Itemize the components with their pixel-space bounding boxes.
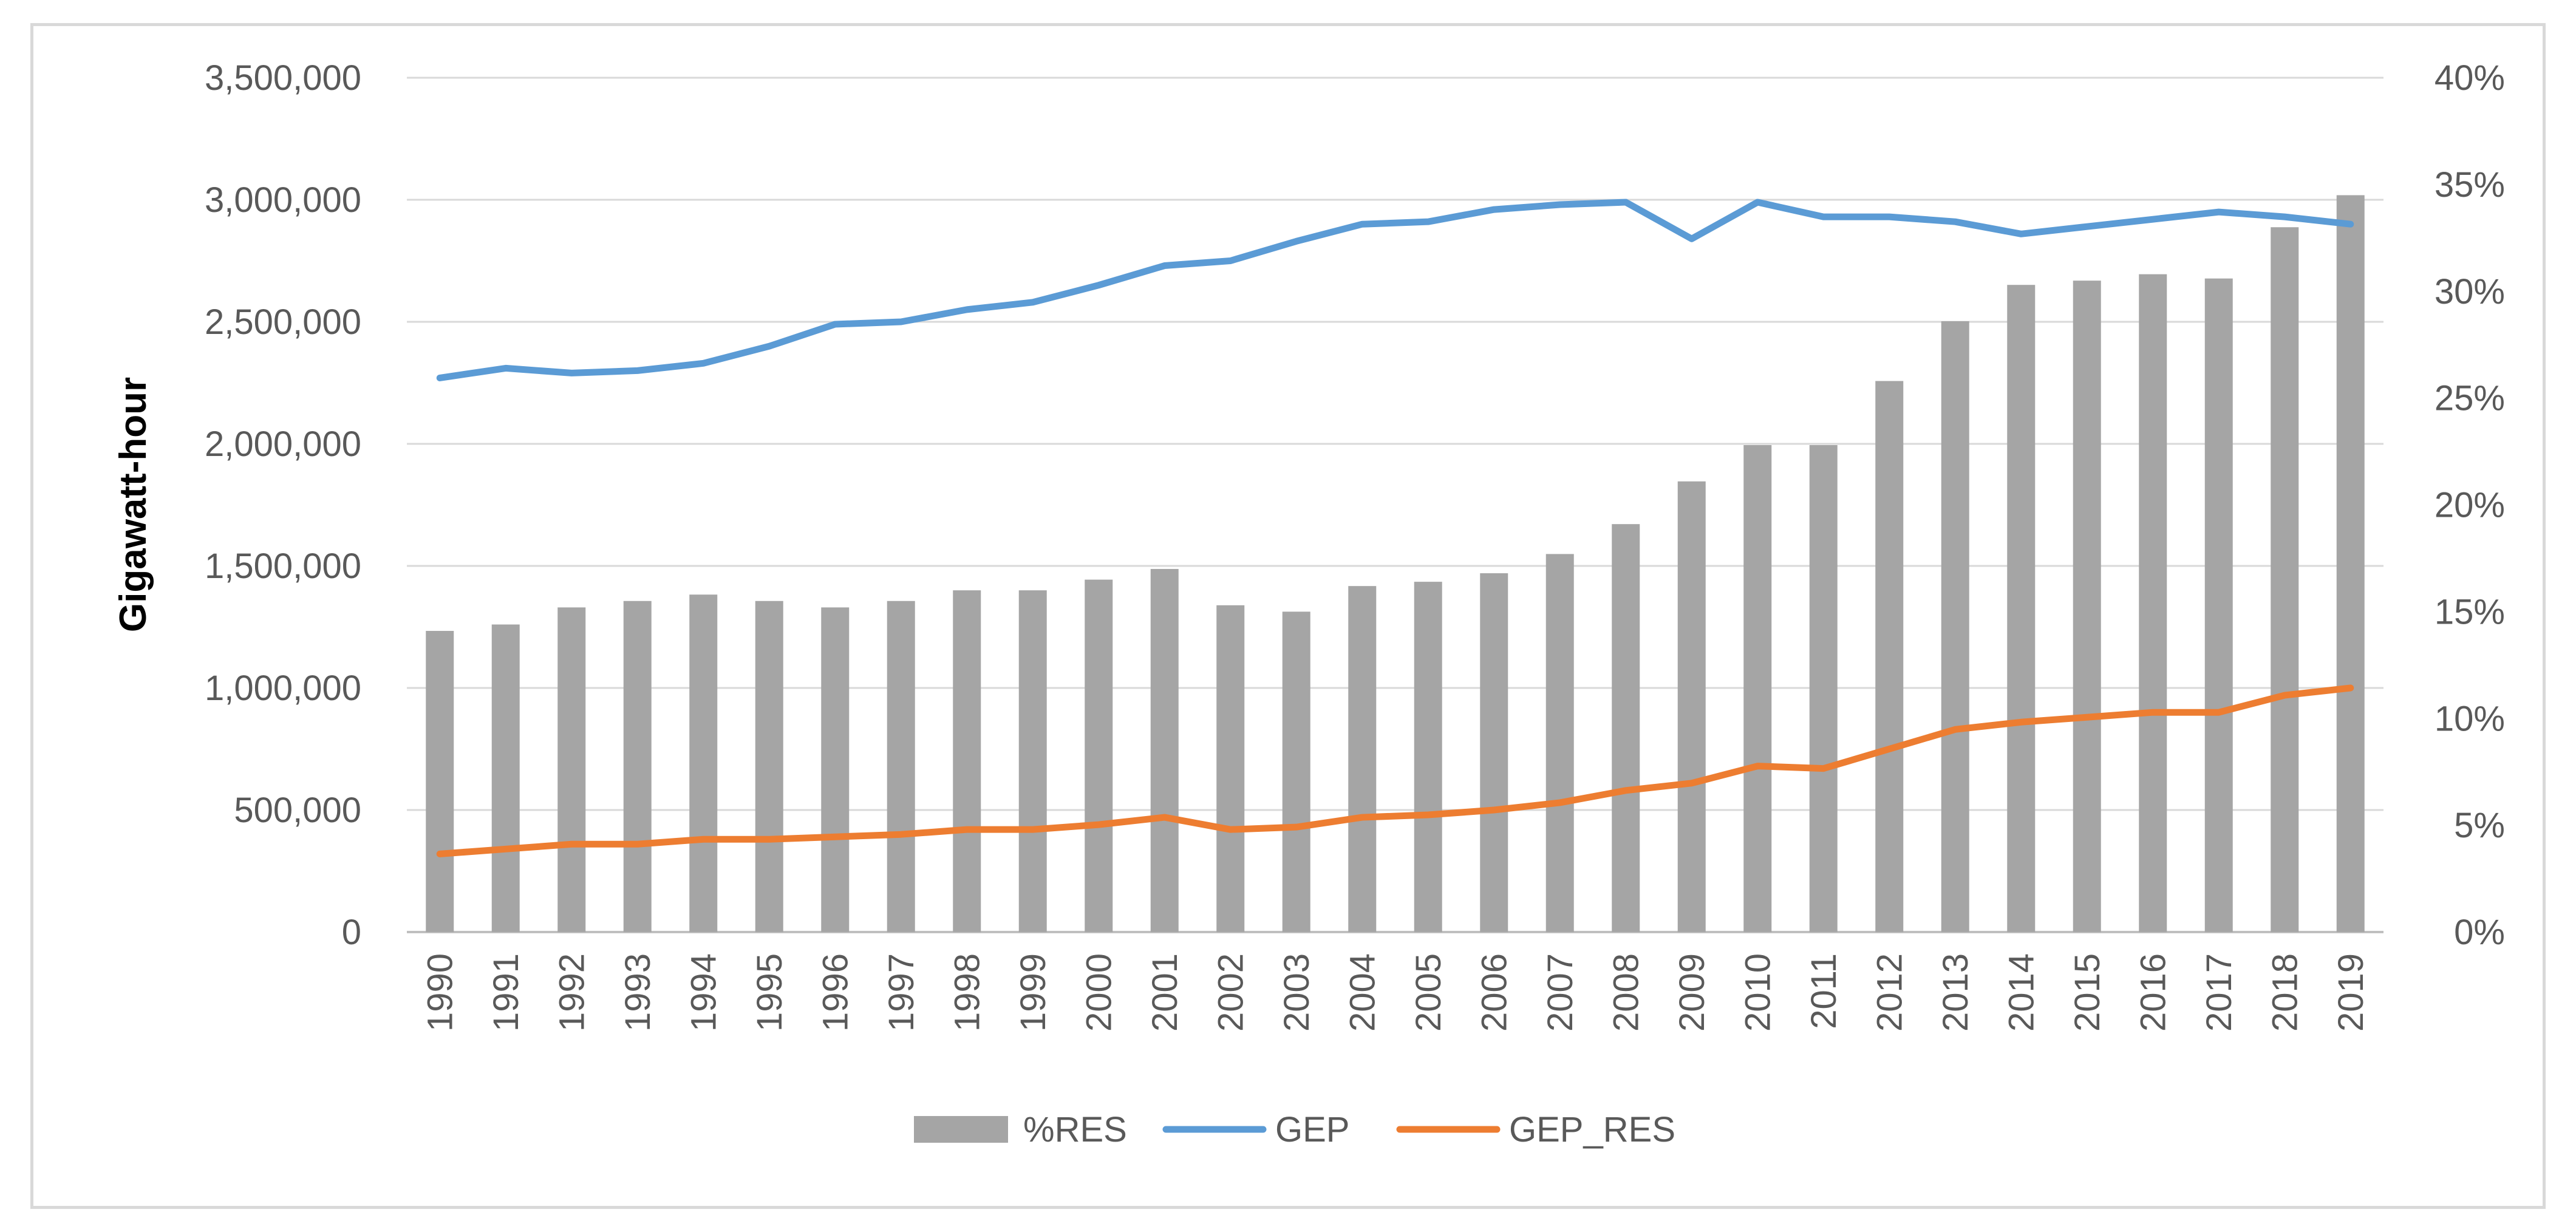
x-tick-label: 1990 — [420, 953, 460, 1032]
bar-pct-res-2019 — [2336, 195, 2365, 932]
gridlines — [407, 77, 2383, 933]
left-axis-ticks: 0 500,000 1,000,000 1,500,000 2,000,000 2,500… — [205, 58, 361, 952]
bar-pct-res-1990 — [426, 631, 454, 932]
x-tick-label: 2015 — [2068, 953, 2107, 1032]
x-tick-label: 2018 — [2265, 953, 2305, 1032]
x-tick-label: 2003 — [1277, 953, 1317, 1032]
bar-pct-res-1992 — [557, 607, 586, 932]
left-tick-label: 3,500,000 — [205, 58, 361, 98]
x-tick-label: 2000 — [1079, 953, 1119, 1032]
bar-pct-res-2014 — [2007, 285, 2036, 932]
right-tick-label: 15% — [2435, 592, 2505, 631]
line-gep — [436, 199, 2354, 381]
left-tick-label: 0 — [342, 913, 361, 952]
x-tick-label: 2006 — [1474, 953, 1514, 1032]
left-tick-label: 2,500,000 — [205, 302, 361, 342]
line-gep-res — [436, 684, 2354, 857]
bar-pct-res-2015 — [2073, 281, 2101, 933]
bar-pct-res-2013 — [1941, 321, 1969, 932]
x-tick-label: 2008 — [1606, 953, 1646, 1032]
x-tick-label: 1994 — [684, 953, 723, 1032]
legend-label-pct-res: %RES — [1023, 1110, 1127, 1149]
right-tick-label: 35% — [2435, 165, 2505, 205]
right-tick-label: 30% — [2435, 272, 2505, 311]
x-tick-label: 1998 — [947, 953, 987, 1032]
x-tick-label: 1996 — [816, 953, 855, 1032]
x-tick-label: 2011 — [1804, 953, 1844, 1029]
bar-pct-res-2005 — [1414, 582, 1442, 932]
x-tick-label: 2010 — [1738, 953, 1777, 1032]
x-tick-label: 2004 — [1343, 953, 1382, 1032]
bar-pct-res-2002 — [1216, 605, 1245, 932]
left-tick-label: 1,000,000 — [205, 669, 361, 708]
x-tick-label: 1991 — [486, 953, 526, 1032]
bar-pct-res-2010 — [1743, 445, 1772, 932]
bar-pct-res-2003 — [1282, 611, 1310, 932]
right-tick-label: 5% — [2454, 806, 2505, 845]
bar-pct-res-2012 — [1875, 381, 1904, 932]
right-tick-label: 25% — [2435, 379, 2505, 418]
bar-pct-res-1996 — [821, 607, 850, 932]
legend-label-gep-res: GEP_RES — [1509, 1110, 1675, 1149]
bar-pct-res-1999 — [1018, 590, 1047, 932]
bar-pct-res-2000 — [1085, 579, 1113, 932]
right-tick-label: 40% — [2435, 58, 2505, 98]
x-tick-label: 2019 — [2331, 953, 2371, 1032]
x-tick-label: 2001 — [1145, 953, 1185, 1032]
legend-swatch-pct-res — [914, 1116, 1008, 1143]
right-axis-ticks: 0% 5% 10% 15% 20% 25% 30% 35% 40% — [2435, 58, 2505, 952]
bar-pct-res-2001 — [1150, 569, 1179, 932]
right-tick-label: 0% — [2454, 913, 2505, 952]
bar-pct-res-1995 — [755, 601, 783, 932]
x-tick-label: 1997 — [882, 953, 921, 1032]
x-tick-label: 2005 — [1409, 953, 1448, 1032]
x-tick-label: 2013 — [1936, 953, 1975, 1032]
x-tick-label: 2016 — [2133, 953, 2173, 1032]
x-tick-label: 1995 — [750, 953, 789, 1032]
bar-pct-res-2011 — [1809, 445, 1838, 932]
bar-pct-res-2009 — [1677, 481, 1706, 932]
legend: %RES GEP GEP_RES — [914, 1110, 1675, 1149]
bar-pct-res-2008 — [1612, 524, 1640, 932]
x-tick-label: 2012 — [1870, 953, 1909, 1032]
bar-pct-res-1993 — [623, 601, 652, 932]
bar-pct-res-2007 — [1545, 554, 1574, 932]
bar-pct-res-2004 — [1348, 586, 1377, 932]
left-tick-label: 1,500,000 — [205, 546, 361, 586]
x-tick-label: 1992 — [552, 953, 591, 1032]
left-tick-label: 500,000 — [234, 791, 361, 830]
right-tick-label: 20% — [2435, 486, 2505, 525]
bar-pct-res-2016 — [2139, 274, 2167, 932]
bar-series-res-percent — [426, 195, 2365, 933]
y-axis-title: Gigawatt-hour — [112, 377, 154, 632]
x-tick-label: 2017 — [2199, 953, 2239, 1032]
bar-pct-res-1991 — [491, 624, 520, 932]
x-tick-label: 2002 — [1211, 953, 1250, 1032]
legend-label-gep: GEP — [1275, 1110, 1350, 1149]
left-tick-label: 3,000,000 — [205, 180, 361, 220]
left-tick-label: 2,000,000 — [205, 424, 361, 464]
bar-pct-res-1998 — [953, 590, 981, 932]
bar-pct-res-1997 — [887, 601, 915, 932]
line-series — [436, 199, 2354, 857]
x-axis-ticks: 1990 1991 1992 1993 1994 1995 1996 1997 1998 1999… — [420, 953, 2371, 1032]
x-tick-label: 1999 — [1014, 953, 1053, 1032]
x-tick-label: 2014 — [2002, 953, 2041, 1032]
bar-pct-res-1994 — [689, 594, 718, 932]
right-tick-label: 10% — [2435, 699, 2505, 738]
bar-pct-res-2017 — [2204, 278, 2233, 932]
bar-pct-res-2006 — [1480, 573, 1508, 932]
x-tick-label: 2007 — [1541, 953, 1580, 1032]
bar-pct-res-2018 — [2271, 227, 2299, 933]
chart-frame — [30, 23, 2546, 1209]
x-tick-label: 2009 — [1672, 953, 1712, 1032]
x-tick-label: 1993 — [618, 953, 658, 1032]
